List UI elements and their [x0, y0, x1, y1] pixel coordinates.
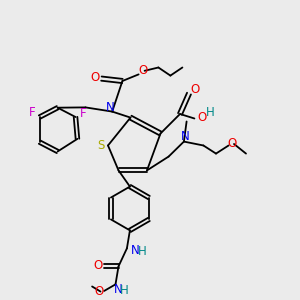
Text: F: F [29, 106, 35, 119]
Text: H: H [206, 106, 214, 119]
Text: H: H [138, 245, 147, 259]
Text: S: S [97, 139, 104, 152]
Text: H: H [120, 284, 129, 298]
Text: O: O [93, 259, 102, 272]
Text: O: O [138, 64, 147, 77]
Text: N: N [114, 283, 123, 296]
Text: O: O [90, 71, 99, 85]
Text: O: O [94, 285, 103, 298]
Text: F: F [80, 107, 87, 120]
Text: O: O [228, 137, 237, 151]
Text: O: O [197, 111, 206, 124]
Text: N: N [181, 130, 190, 143]
Text: N: N [131, 244, 140, 257]
Text: N: N [106, 101, 115, 114]
Text: O: O [190, 83, 200, 97]
